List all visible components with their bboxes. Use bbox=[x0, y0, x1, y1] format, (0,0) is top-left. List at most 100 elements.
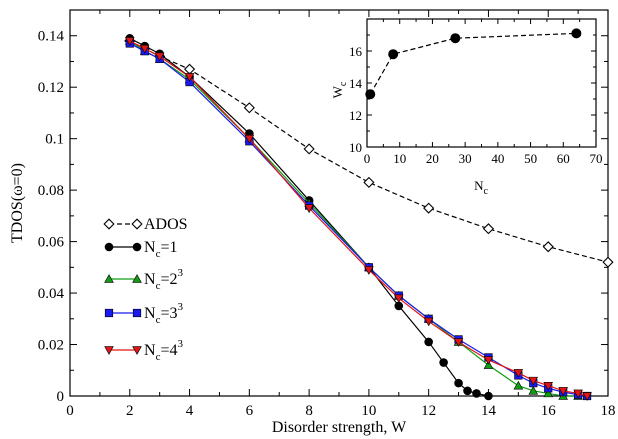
data-point bbox=[139, 44, 150, 54]
x-tick-label: 8 bbox=[305, 403, 313, 419]
data-point bbox=[184, 73, 195, 82]
legend-marker bbox=[132, 274, 142, 283]
data-point bbox=[513, 380, 524, 390]
x-tick-label: 4 bbox=[186, 403, 194, 419]
data-point bbox=[304, 204, 314, 214]
legend-label: Nc=33 bbox=[144, 301, 183, 326]
y-tick-label: 14 bbox=[349, 76, 363, 91]
x-tick-label: 0 bbox=[66, 403, 74, 419]
inset-y-axis-label: Wc bbox=[330, 81, 349, 98]
main-x-axis-label: Disorder strength, W bbox=[272, 419, 407, 436]
data-point bbox=[393, 294, 404, 304]
inset-series-group bbox=[365, 28, 582, 100]
data-point bbox=[423, 202, 435, 214]
data-point bbox=[363, 176, 375, 188]
x-tick-label: 12 bbox=[421, 403, 436, 419]
x-tick-label: 70 bbox=[590, 151, 603, 166]
data-point bbox=[365, 89, 376, 100]
data-point bbox=[244, 134, 255, 144]
x-tick-label: 6 bbox=[246, 403, 254, 419]
legend-marker bbox=[131, 218, 143, 230]
inset-x-label-main: N bbox=[474, 178, 484, 193]
series-line bbox=[369, 32, 577, 95]
data-point bbox=[542, 241, 554, 253]
data-point bbox=[571, 28, 582, 39]
data-point bbox=[450, 33, 461, 44]
legend-label: Nc=1 bbox=[144, 239, 177, 260]
data-point bbox=[453, 338, 464, 347]
data-point bbox=[364, 266, 374, 275]
x-tick-label: 0 bbox=[364, 151, 371, 166]
data-point bbox=[154, 52, 165, 62]
x-tick-label: 10 bbox=[361, 403, 376, 419]
main-y-ticks: 0 0.02 0.04 0.06 0.08 0.1 0.12 0.14 bbox=[38, 29, 608, 405]
data-point bbox=[243, 102, 255, 114]
data-point bbox=[472, 389, 481, 398]
x-tick-label: 40 bbox=[491, 151, 504, 166]
data-point bbox=[303, 143, 315, 155]
y-tick-label: 16 bbox=[349, 44, 363, 59]
y-tick-label: 0.14 bbox=[38, 29, 65, 45]
x-tick-label: 18 bbox=[601, 403, 616, 419]
data-point bbox=[424, 337, 433, 347]
main-y-axis-label: TDOS(ω=0) bbox=[9, 163, 26, 243]
legend-marker bbox=[104, 242, 114, 252]
legend-marker bbox=[132, 242, 142, 252]
legend-marker bbox=[103, 218, 115, 230]
inset-y-label-main: W bbox=[330, 85, 345, 98]
data-point bbox=[573, 389, 583, 399]
x-tick-label: 60 bbox=[557, 151, 570, 166]
y-tick-label: 0 bbox=[57, 389, 65, 405]
legend-marker bbox=[104, 308, 114, 318]
data-point bbox=[543, 381, 554, 391]
inset-plot-area bbox=[366, 18, 597, 148]
y-tick-label: 10 bbox=[349, 140, 362, 155]
data-point bbox=[558, 387, 568, 396]
data-point bbox=[423, 317, 434, 327]
x-tick-label: 10 bbox=[393, 151, 406, 166]
legend-item-4: Nc=43 bbox=[104, 338, 183, 363]
legend-marker bbox=[132, 308, 142, 318]
x-tick-label: 14 bbox=[481, 403, 497, 419]
inset-x-ticks: 0 10 20 30 40 50 60 70 bbox=[364, 19, 603, 166]
y-tick-label: 12 bbox=[349, 108, 362, 123]
y-tick-label: 0.08 bbox=[38, 183, 64, 199]
y-tick-label: 0.1 bbox=[45, 132, 64, 148]
x-tick-label: 50 bbox=[524, 151, 537, 166]
x-tick-label: 30 bbox=[459, 151, 472, 166]
y-tick-label: 0.12 bbox=[38, 80, 64, 96]
data-point bbox=[388, 49, 399, 60]
data-point bbox=[602, 256, 614, 268]
main-x-ticks: 0 2 4 6 8 10 12 14 16 18 bbox=[66, 10, 616, 419]
legend-label: Nc=43 bbox=[144, 338, 183, 363]
legend-label: ADOS bbox=[144, 216, 188, 233]
data-point bbox=[484, 391, 493, 401]
y-tick-label: 0.06 bbox=[38, 235, 65, 251]
legend-marker bbox=[132, 346, 142, 355]
data-point bbox=[543, 388, 554, 398]
data-point bbox=[439, 358, 448, 367]
series-4 bbox=[124, 37, 592, 401]
x-tick-label: 16 bbox=[541, 403, 557, 419]
inset-x-label-sub: c bbox=[483, 186, 488, 197]
x-tick-label: 2 bbox=[126, 403, 134, 419]
legend-marker bbox=[104, 346, 114, 355]
legend-item-3: Nc=33 bbox=[104, 301, 183, 326]
data-point bbox=[528, 376, 539, 386]
legend-label: Nc=23 bbox=[144, 267, 183, 292]
y-tick-label: 0.02 bbox=[38, 338, 64, 354]
legend-item-2: Nc=23 bbox=[104, 267, 183, 292]
y-tick-label: 0.04 bbox=[38, 286, 65, 302]
data-point bbox=[463, 386, 472, 396]
data-point bbox=[528, 385, 539, 395]
data-point bbox=[454, 378, 463, 388]
inset-y-ticks: 10 12 14 16 bbox=[349, 34, 596, 155]
data-point bbox=[582, 392, 592, 401]
data-point bbox=[513, 369, 524, 378]
legend: ADOS Nc=1 Nc=23 Nc=33 Nc=43 bbox=[103, 216, 188, 363]
data-point bbox=[124, 37, 135, 46]
inset-x-axis-label: Nc bbox=[474, 178, 488, 197]
x-tick-label: 20 bbox=[426, 151, 439, 166]
